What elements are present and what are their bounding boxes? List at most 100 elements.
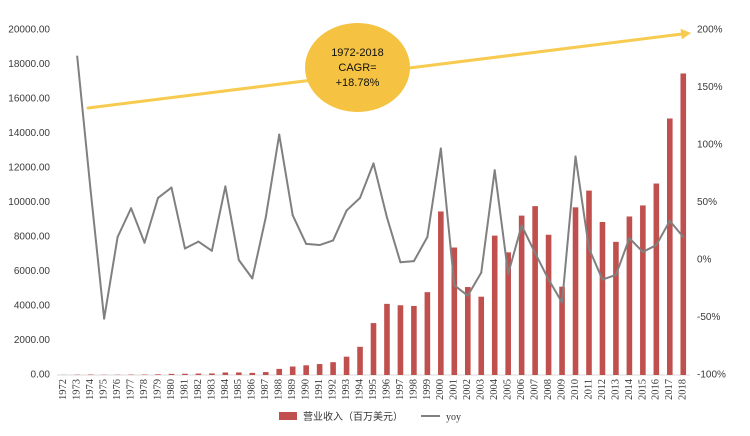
revenue-bar — [169, 374, 175, 375]
yoy-point — [453, 284, 455, 286]
yoy-point — [575, 156, 577, 158]
x-tick-label: 2001 — [449, 379, 460, 400]
x-tick-label: 2006 — [516, 379, 527, 400]
revenue-bar — [276, 369, 282, 375]
yoy-point — [278, 134, 280, 136]
yoy-point — [170, 187, 172, 189]
legend-label-revenue: 营业收入（百万美元） — [303, 410, 403, 423]
x-tick-label: 1973 — [72, 379, 83, 400]
revenue-bar — [613, 242, 619, 375]
x-tick-label: 2008 — [543, 379, 554, 400]
yoy-point — [534, 252, 536, 254]
yoy-point — [238, 259, 240, 261]
yoy-point — [548, 279, 550, 281]
yoy-point — [507, 273, 509, 275]
legend-label-yoy: yoy — [446, 412, 461, 423]
revenue-bar — [586, 191, 592, 375]
y-left-tick-label: 6000.00 — [14, 266, 51, 277]
legend: 营业收入（百万美元） yoy — [279, 410, 461, 423]
yoy-point — [90, 190, 92, 192]
revenue-bar — [654, 184, 660, 375]
yoy-point — [615, 274, 617, 276]
x-tick-label: 2013 — [610, 379, 621, 400]
x-tick-label: 1989 — [287, 379, 298, 400]
y-left-tick-label: 16000.00 — [8, 94, 50, 105]
y-right-tick-label: 200% — [697, 25, 723, 36]
x-tick-label: 1995 — [368, 379, 379, 400]
revenue-bar — [357, 347, 363, 375]
revenue-bar — [209, 373, 215, 375]
x-tick-label: 1986 — [247, 379, 258, 400]
yoy-point — [399, 261, 401, 263]
revenue-bar — [546, 235, 552, 375]
y-left-axis: 0.002000.004000.006000.008000.0010000.00… — [8, 25, 50, 381]
yoy-point — [426, 236, 428, 238]
yoy-point — [265, 216, 267, 218]
yoy-point — [224, 185, 226, 187]
revenue-bar — [223, 372, 229, 375]
y-right-tick-label: 0% — [697, 255, 712, 266]
yoy-point — [386, 216, 388, 218]
yoy-point — [682, 236, 684, 238]
x-tick-label: 1983 — [206, 379, 217, 400]
revenue-bar — [317, 364, 323, 375]
yoy-point — [332, 239, 334, 241]
revenue-bar — [438, 211, 444, 375]
revenue-bar — [680, 73, 686, 375]
x-tick-label: 2004 — [489, 378, 500, 400]
yoy-point — [521, 225, 523, 227]
annotation-line-label: CAGR= — [338, 62, 376, 74]
revenue-bar — [303, 365, 309, 375]
legend-swatch-revenue — [279, 412, 297, 420]
x-tick-label: 1997 — [395, 379, 406, 400]
x-tick-label: 1974 — [85, 378, 96, 400]
x-tick-label: 1990 — [301, 379, 312, 400]
revenue-bars — [61, 73, 686, 375]
revenue-bar — [263, 372, 269, 375]
yoy-point — [117, 236, 119, 238]
yoy-point — [601, 279, 603, 281]
y-right-tick-label: -50% — [697, 312, 720, 323]
yoy-point — [346, 210, 348, 212]
revenue-bar — [182, 374, 188, 375]
y-right-axis: -100%-50%0%50%100%150%200% — [697, 25, 726, 381]
revenue-bar — [236, 372, 242, 375]
revenue-bar — [290, 366, 296, 375]
yoy-point — [103, 318, 105, 320]
yoy-point — [144, 242, 146, 244]
yoy-point — [130, 207, 132, 209]
y-left-tick-label: 14000.00 — [8, 128, 50, 139]
x-tick-label: 2011 — [583, 379, 594, 400]
annotation-line-period: 1972-2018 — [331, 47, 384, 59]
x-tick-label: 2010 — [570, 379, 581, 400]
yoy-point — [655, 244, 657, 246]
revenue-bar — [492, 236, 498, 375]
y-right-tick-label: 100% — [697, 140, 723, 151]
x-tick-label: 2000 — [435, 379, 446, 400]
x-tick-label: 1981 — [179, 379, 190, 400]
revenue-bar — [398, 305, 404, 375]
revenue-bar — [519, 216, 525, 375]
y-left-tick-label: 20000.00 — [8, 25, 50, 36]
x-tick-label: 2007 — [530, 379, 541, 400]
x-tick-label: 1987 — [260, 379, 271, 400]
x-tick-label: 1996 — [381, 379, 392, 400]
y-left-tick-label: 18000.00 — [8, 59, 50, 70]
yoy-point — [413, 260, 415, 262]
y-left-tick-label: 12000.00 — [8, 163, 50, 174]
revenue-bar — [196, 374, 202, 375]
yoy-point — [494, 169, 496, 171]
y-left-tick-label: 4000.00 — [14, 301, 51, 312]
yoy-point — [467, 295, 469, 297]
annotation-line-value: +18.78% — [336, 77, 380, 89]
yoy-point — [319, 244, 321, 246]
yoy-point — [76, 55, 78, 57]
x-tick-label: 2016 — [651, 379, 662, 400]
revenue-bar — [425, 292, 431, 375]
x-tick-label: 2012 — [597, 379, 608, 400]
yoy-point — [373, 162, 375, 164]
x-tick-label: 1991 — [314, 379, 325, 400]
x-tick-label: 1993 — [341, 379, 352, 400]
